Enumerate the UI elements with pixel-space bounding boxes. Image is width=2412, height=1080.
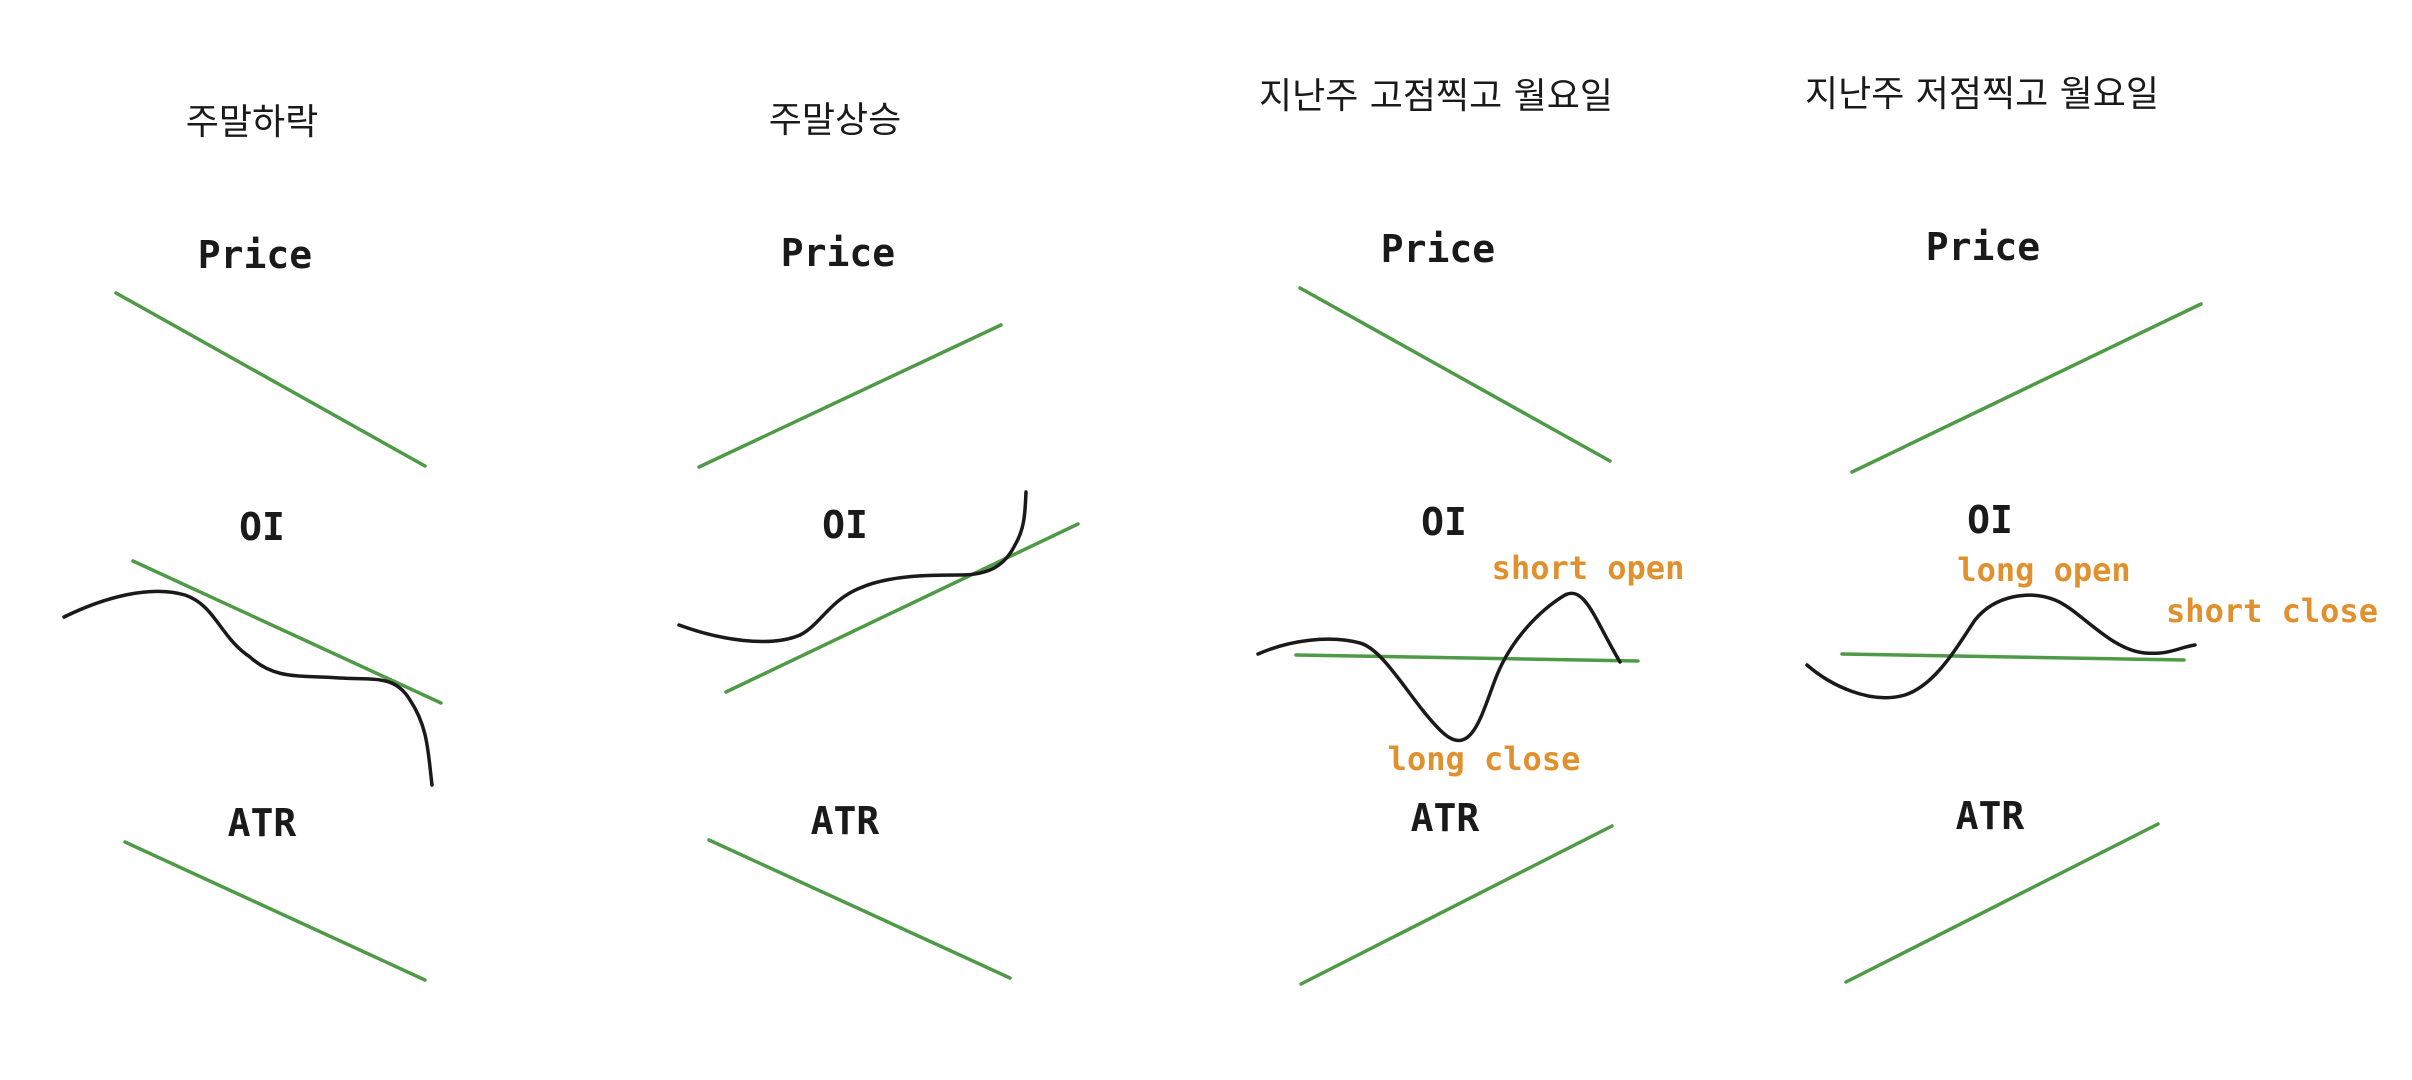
atr-trend-line (123, 840, 427, 982)
oi-label: OI (1967, 498, 2013, 542)
column-title: 지난주 고점찍고 월요일 (1259, 76, 1613, 117)
atr-trend-line (707, 838, 1012, 980)
column-monday-after-low: 지난주 저점찍고 월요일 Price OI long open short cl… (1805, 74, 2378, 984)
atr-trend-line (1299, 824, 1614, 986)
oi-curve (62, 589, 434, 787)
price-label: Price (1926, 225, 2040, 269)
price-label: Price (1381, 227, 1495, 271)
atr-label: ATR (1956, 794, 2025, 838)
oi-trend-line (1294, 653, 1640, 663)
atr-label: ATR (228, 801, 297, 845)
annotation-long-open: long open (1957, 551, 2130, 589)
annotation-short-close: short close (2166, 592, 2378, 630)
oi-curve (1256, 591, 1622, 743)
annotation-long-close: long close (1388, 740, 1581, 778)
price-trend-line (1850, 302, 2203, 474)
column-title: 주말상승 (769, 100, 901, 141)
oi-label: OI (822, 503, 868, 547)
oi-label: OI (239, 505, 285, 549)
price-trend-line (1298, 286, 1612, 463)
column-title: 지난주 저점찍고 월요일 (1805, 74, 2159, 115)
oi-curve (1805, 593, 2197, 700)
price-trend-line (114, 291, 427, 468)
price-trend-line (697, 323, 1003, 469)
column-monday-after-high: 지난주 고점찍고 월요일 Price OI short open long cl… (1256, 76, 1685, 986)
oi-label: OI (1421, 500, 1467, 544)
oi-trend-line (1840, 652, 2186, 662)
atr-label: ATR (811, 799, 880, 843)
atr-trend-line (1844, 822, 2160, 984)
column-title: 주말하락 (186, 102, 318, 143)
price-label: Price (781, 231, 895, 275)
oi-curve (677, 490, 1028, 644)
price-label: Price (198, 233, 312, 277)
annotation-short-open: short open (1492, 549, 1685, 587)
column-weekend-rise: 주말상승 Price OI ATR (677, 100, 1080, 980)
column-weekend-drop: 주말하락 Price OI ATR (62, 102, 443, 982)
atr-label: ATR (1411, 796, 1480, 840)
oi-trend-line (131, 559, 443, 705)
oi-trend-line (724, 522, 1080, 694)
